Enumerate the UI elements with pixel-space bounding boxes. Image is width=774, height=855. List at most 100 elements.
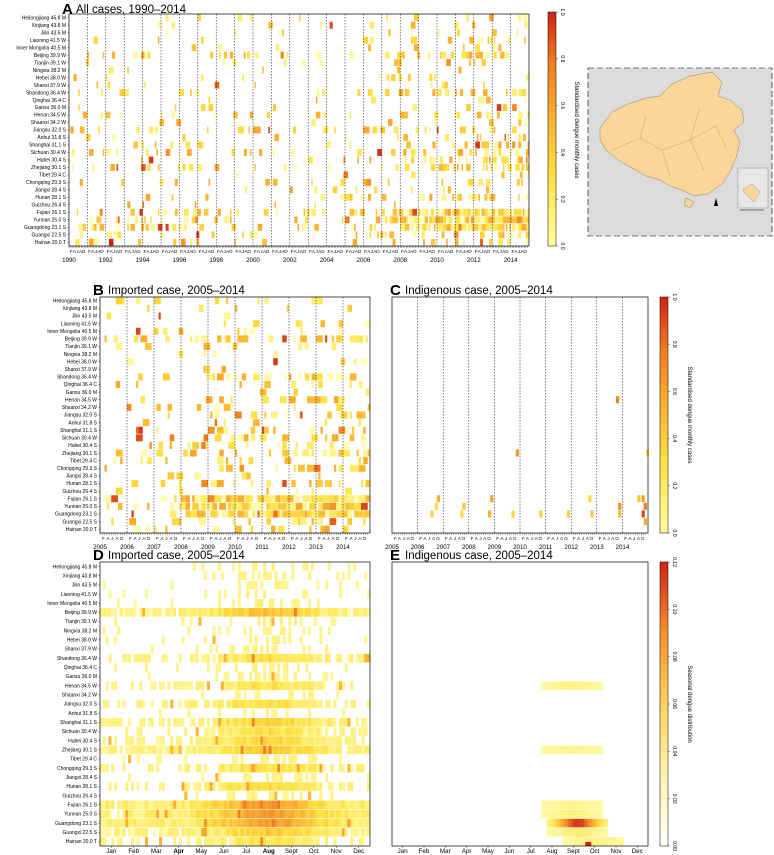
panel-d-province-label: Fujian 26.1 S (68, 802, 98, 808)
panel-d-cell (367, 809, 370, 819)
panel-b-cell (217, 426, 224, 434)
panel-d-cell (353, 727, 357, 736)
panel-d-cell (263, 571, 267, 581)
panel-e-heatmap: Jan Feb Mar Apr May Jun Jul Aug Sept Oct Nov Dec (391, 561, 649, 855)
panel-d-cell (187, 745, 191, 755)
panel-b-province-label: Jiangsu 32.0 S (64, 413, 98, 419)
panel-e-cell (602, 827, 606, 837)
panel-b-cell (293, 403, 296, 411)
panel-d-cell (184, 681, 188, 690)
panel-a-cell (510, 216, 513, 224)
panel-a-cell (467, 208, 471, 216)
panel-a-cell (315, 111, 321, 119)
panel-d-cell (187, 608, 191, 617)
panel-e-cell (592, 745, 595, 755)
panel-d-cell (167, 608, 171, 617)
panel-e-cell (600, 745, 603, 755)
panel-d-cell (263, 718, 267, 727)
panel-d-cell (358, 837, 362, 846)
panel-d-cell (274, 608, 278, 617)
panel-d-cell (316, 800, 320, 810)
panel-d-cell (294, 827, 298, 837)
panel-a-cell (191, 216, 195, 224)
panel-d-cell (235, 727, 239, 736)
panel-d-cell (319, 718, 323, 727)
panel-d-cell (265, 718, 269, 727)
panel-a-cell (412, 104, 418, 111)
panel-d-cell (322, 608, 326, 617)
panel-c-month-initial: J (531, 536, 533, 541)
colorbar-a-tick-label: 0.0 (559, 242, 565, 249)
panel-d-cell (108, 827, 112, 837)
panel-d-cell (347, 608, 351, 617)
panel-b-cell (253, 419, 256, 427)
panel-e-cell (568, 800, 571, 810)
panel-a-cell (148, 126, 151, 134)
panel-d-cell (291, 727, 295, 736)
panel-d-cell (263, 827, 267, 837)
panel-d-cell (263, 745, 267, 755)
panel-a-cell (368, 193, 372, 201)
panel-d-cell (184, 754, 188, 764)
panel-a-cell (522, 216, 528, 224)
panel-b-cell (316, 480, 323, 488)
panel-d-cell (161, 809, 165, 819)
panel-b-cell (298, 464, 305, 472)
panel-d-cell (108, 608, 112, 617)
panel-b-cell (361, 358, 368, 366)
panel-d-cell (339, 653, 343, 663)
panel-d-cell (364, 635, 368, 645)
panel-d-cell (322, 718, 326, 727)
panel-a-month-initial: O (413, 249, 417, 254)
panel-a-month-initial: F (254, 249, 257, 254)
panel-d-cell (367, 608, 370, 617)
panel-b-cell (106, 502, 109, 510)
panel-e-month-label: May (482, 848, 495, 855)
panel-a-cell (484, 141, 490, 149)
panel-d-cell (316, 727, 320, 736)
panel-d-cell (218, 818, 222, 828)
panel-b-cell (325, 419, 328, 427)
panel-d-cell (229, 791, 233, 800)
panel-a-month-initial: J (444, 249, 446, 254)
panel-d-cell (325, 773, 329, 782)
panel-d-cell (302, 827, 306, 837)
panel-a-cell (458, 223, 462, 231)
panel-b-cell (226, 464, 233, 472)
panel-d-cell (350, 837, 354, 846)
panel-a-cell (473, 216, 476, 224)
panel-b-cell (313, 495, 321, 503)
panel-d-cell (220, 653, 224, 663)
panel-d-cell (322, 681, 326, 690)
panel-d-cell (299, 617, 303, 626)
panel-c-month-initial: J (479, 536, 481, 541)
panel-a-cell (357, 156, 359, 164)
panel-d-cell (240, 754, 244, 764)
panel-d-cell (198, 818, 202, 828)
panel-a-cell (368, 44, 372, 52)
panel-d-cell (218, 562, 222, 571)
panel-e-cell (565, 818, 569, 828)
panel-a-month-initial: O (505, 249, 509, 254)
panel-d-cell (355, 827, 359, 837)
panel-d-cell (249, 745, 253, 755)
colorbar-e-tick-label: 0.04 (671, 746, 677, 756)
panel-b-cell (113, 457, 116, 465)
panel-d-cell (150, 608, 154, 617)
panel-a-cell (165, 29, 169, 37)
panel-b-cell (201, 441, 206, 449)
panel-a-cell (398, 89, 404, 97)
panel-e-cell (594, 800, 598, 810)
panel-d-cell (364, 608, 368, 617)
panel-d-cell (178, 763, 182, 773)
panel-b-cell (113, 335, 118, 343)
panel-d-cell (341, 608, 345, 617)
panel-a-month-initial: A (367, 249, 371, 254)
panel-d-cell (147, 745, 151, 755)
panel-b-cell (235, 525, 242, 533)
panel-b-cell (361, 502, 368, 510)
panel-b-province-label: Tianjin 39.1 W (65, 344, 97, 350)
panel-c-month-initial: A (458, 536, 462, 541)
panel-a-cell (407, 74, 411, 82)
